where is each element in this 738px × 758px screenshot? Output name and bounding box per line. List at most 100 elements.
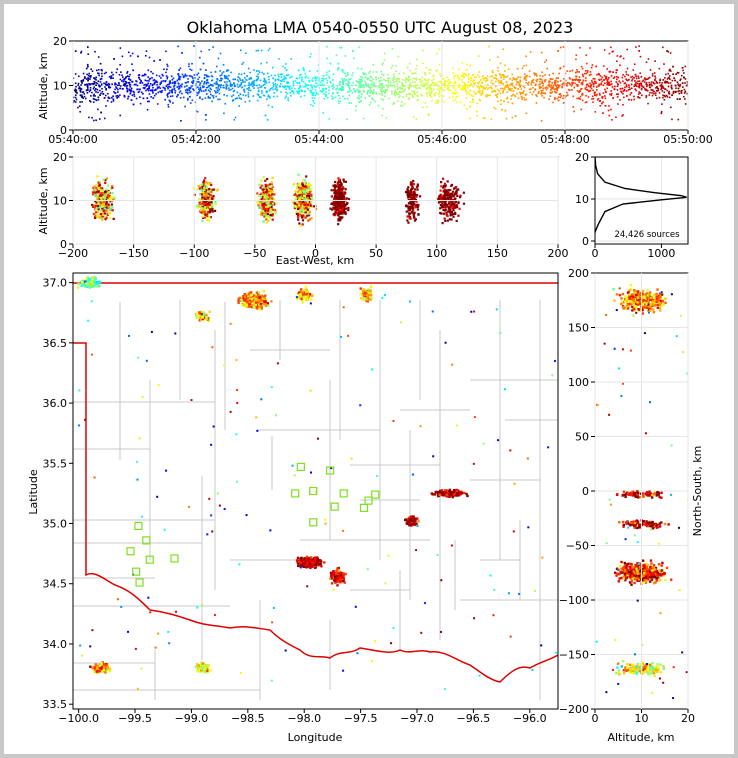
ew-point — [104, 204, 107, 207]
ew-point — [334, 180, 337, 184]
top-point — [635, 89, 638, 92]
ew-point — [416, 205, 419, 208]
top-point — [150, 70, 152, 73]
top-point — [121, 80, 123, 82]
top-point — [90, 95, 92, 97]
top-point — [380, 76, 382, 79]
top-point — [523, 86, 526, 89]
top-point — [230, 88, 232, 91]
top-point — [581, 81, 584, 84]
top-point — [589, 86, 592, 88]
top-point — [209, 87, 212, 90]
top-point — [487, 83, 489, 86]
top-point — [130, 87, 133, 90]
top-point — [674, 79, 676, 82]
top-point — [662, 96, 664, 99]
top-point — [343, 78, 346, 80]
top-point — [312, 77, 314, 79]
top-point — [216, 83, 218, 85]
top-point — [669, 52, 672, 54]
top-point — [100, 92, 102, 95]
top-point — [472, 80, 474, 83]
top-point — [407, 75, 410, 78]
top-point — [520, 95, 523, 98]
top-point — [126, 70, 129, 73]
ew-point — [271, 218, 274, 221]
top-point — [478, 90, 480, 93]
top-point — [312, 94, 315, 97]
top-point — [87, 77, 90, 80]
top-point — [532, 91, 535, 93]
ew-point — [95, 183, 98, 186]
top-point — [311, 92, 314, 95]
top-point — [423, 78, 426, 80]
top-point — [580, 82, 583, 85]
top-point — [525, 64, 528, 67]
top-point — [181, 83, 183, 86]
ew-point — [335, 202, 338, 205]
top-point — [258, 71, 261, 74]
top-point — [442, 83, 445, 85]
top-point — [372, 63, 375, 66]
top-point — [615, 71, 618, 74]
top-point — [535, 79, 538, 82]
top-point — [437, 100, 440, 103]
top-point — [432, 83, 435, 85]
top-point — [644, 77, 646, 79]
top-point — [477, 55, 480, 57]
top-point — [395, 77, 398, 80]
top-point — [381, 73, 383, 76]
ew-point — [107, 194, 110, 197]
top-point — [364, 76, 367, 79]
top-point — [396, 80, 398, 82]
top-point — [204, 88, 207, 91]
top-point — [455, 89, 457, 91]
top-point — [176, 79, 179, 82]
top-point — [222, 84, 225, 87]
top-point — [304, 90, 306, 93]
top-point — [472, 101, 475, 104]
top-point — [88, 90, 91, 93]
ew-point — [307, 219, 310, 222]
top-point — [363, 73, 366, 76]
top-point — [169, 95, 172, 98]
top-point — [99, 85, 102, 88]
top-point — [405, 77, 407, 79]
ew-point — [103, 191, 106, 194]
top-point — [364, 97, 367, 99]
top-point — [129, 55, 132, 57]
ew-point — [330, 189, 333, 192]
ew-point — [198, 198, 201, 201]
ew-point — [409, 193, 412, 196]
top-point — [223, 94, 225, 96]
top-point — [517, 76, 520, 78]
top-point — [242, 61, 245, 64]
ew-point — [273, 203, 276, 206]
top-point — [558, 84, 561, 87]
top-point — [225, 75, 228, 78]
top-point — [504, 88, 506, 91]
ew-point — [410, 200, 413, 203]
ew-point — [265, 210, 269, 214]
ew-point — [102, 216, 106, 219]
top-point — [426, 106, 429, 108]
top-point — [211, 75, 214, 78]
ew-point — [106, 213, 109, 216]
top-point — [444, 86, 446, 88]
top-point — [253, 87, 255, 89]
top-point — [468, 73, 470, 75]
top-point — [258, 70, 260, 72]
top-point — [310, 91, 313, 94]
top-point — [313, 85, 315, 87]
top-point — [510, 95, 513, 97]
top-point — [89, 83, 91, 86]
top-point — [74, 73, 77, 75]
top-point — [664, 88, 667, 90]
top-point — [443, 89, 445, 92]
top-point — [292, 92, 295, 95]
top-point — [553, 97, 556, 99]
top-point — [634, 83, 636, 86]
top-point — [683, 76, 685, 79]
top-point — [442, 95, 445, 97]
top-point — [97, 80, 100, 82]
